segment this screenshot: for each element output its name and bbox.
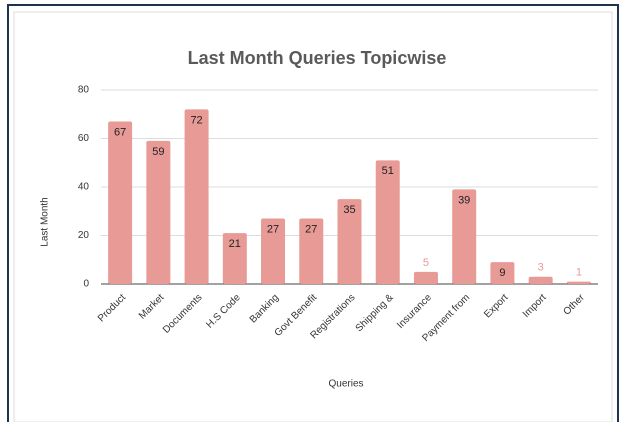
bar <box>413 271 438 284</box>
y-tick-label: 20 <box>78 230 90 241</box>
y-axis-title: Last Month <box>40 197 51 246</box>
data-label: 39 <box>458 194 470 206</box>
data-label: 21 <box>229 238 241 250</box>
data-label: 27 <box>305 223 317 235</box>
bar <box>452 189 477 284</box>
bar <box>375 160 400 284</box>
data-label: 27 <box>267 223 279 235</box>
bar <box>184 109 209 285</box>
chart-title: Last Month Queries Topicwise <box>188 48 447 68</box>
y-tick-label: 60 <box>78 133 90 144</box>
bar <box>108 121 133 285</box>
bar <box>299 218 324 284</box>
bar <box>566 281 591 284</box>
y-tick-label: 40 <box>78 182 90 193</box>
bar <box>146 140 171 284</box>
bar <box>528 276 553 284</box>
y-tick-label: 80 <box>78 85 90 96</box>
x-axis-title: Queries <box>328 379 363 390</box>
data-label: 5 <box>423 257 429 269</box>
data-label: 1 <box>576 266 582 278</box>
data-label: 67 <box>114 126 126 138</box>
data-label: 35 <box>343 204 355 216</box>
bar <box>222 233 247 284</box>
bar <box>337 199 362 284</box>
data-label: 9 <box>499 267 505 279</box>
data-label: 72 <box>190 114 202 126</box>
bar <box>490 262 515 284</box>
data-label: 59 <box>152 146 164 158</box>
inner-frame <box>13 11 613 422</box>
y-tick-label: 0 <box>83 279 89 290</box>
data-label: 51 <box>382 165 394 177</box>
bar <box>261 218 286 284</box>
data-label: 3 <box>538 262 544 274</box>
